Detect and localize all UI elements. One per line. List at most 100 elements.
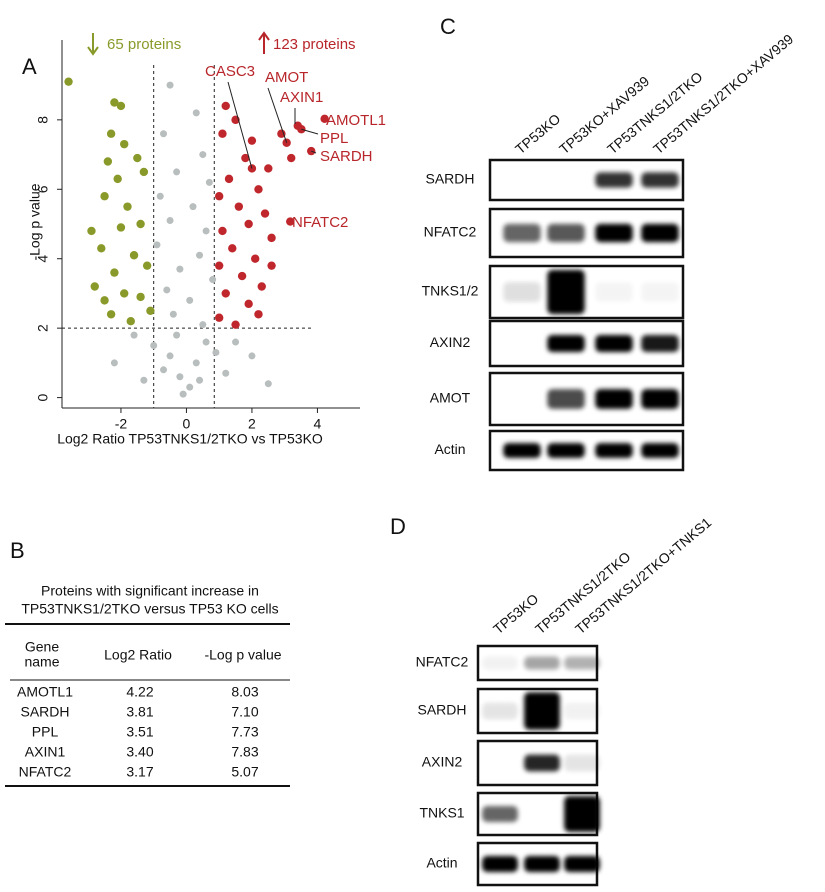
point (264, 380, 272, 388)
point (260, 209, 270, 218)
lane-label: TP53KO (490, 590, 541, 637)
point (97, 244, 106, 253)
point (267, 261, 276, 270)
band (564, 856, 600, 872)
point-label: AXIN1 (280, 89, 323, 106)
point (196, 251, 204, 259)
point (136, 219, 145, 229)
band (547, 334, 585, 353)
point-label: PPL (320, 130, 348, 147)
point (205, 178, 213, 186)
point (142, 261, 152, 270)
point (140, 376, 148, 384)
table-cell: 3.40 (126, 744, 153, 760)
point (212, 348, 220, 356)
band (595, 334, 633, 353)
panel-label: B (10, 538, 25, 563)
table-cell: 4.22 (126, 684, 153, 700)
y-axis-label: -Log p value (27, 183, 43, 260)
row-label: AXIN2 (430, 334, 471, 350)
leader-line (311, 150, 317, 154)
point (113, 174, 122, 184)
x-tick-label: 4 (314, 416, 322, 432)
point (166, 217, 174, 225)
point (247, 136, 257, 145)
table-title: Proteins with significant increase in (41, 583, 259, 599)
point-label: NFATC2 (292, 214, 348, 231)
band (547, 389, 585, 409)
row-label: Actin (434, 441, 465, 457)
point (106, 129, 116, 138)
band (482, 702, 518, 720)
point (234, 202, 244, 211)
point (221, 289, 230, 298)
band (564, 796, 600, 832)
row-label: SARDH (417, 702, 466, 718)
band (564, 754, 600, 772)
point (87, 226, 96, 236)
point (244, 299, 253, 309)
point (100, 192, 109, 201)
table-cell: 7.83 (231, 744, 258, 760)
band (503, 282, 541, 302)
point (192, 109, 200, 117)
band (482, 656, 518, 670)
point (264, 164, 273, 173)
point (120, 139, 129, 149)
point (257, 282, 266, 291)
point-label: CASC3 (205, 63, 255, 80)
point (139, 167, 149, 177)
point (179, 390, 187, 398)
y-tick-label: 0 (35, 393, 51, 401)
labeled-point (320, 114, 329, 124)
band (524, 692, 560, 730)
point (100, 296, 109, 305)
row-label: NFATC2 (424, 224, 477, 240)
point (166, 352, 174, 360)
point (173, 168, 181, 176)
row-label: AMOT (430, 390, 471, 406)
panel-label: C (440, 14, 456, 39)
labeled-point (286, 217, 295, 226)
point (214, 261, 224, 270)
point (186, 383, 194, 391)
y-tick-label: 4 (35, 255, 51, 263)
table-title: TP53TNKS1/2TKO versus TP53 KO cells (21, 601, 278, 617)
point-label: AMOTL1 (326, 112, 386, 129)
point (90, 282, 99, 291)
table-cell: NFATC2 (19, 764, 72, 780)
point (199, 151, 207, 159)
table-cell: SARDH (20, 704, 69, 720)
row-label: NFATC2 (416, 654, 469, 670)
table-cell: 7.73 (231, 724, 258, 740)
row-label: SARDH (425, 171, 474, 187)
band (547, 443, 585, 458)
point (176, 373, 184, 381)
leader-line (301, 128, 319, 135)
point (222, 369, 230, 377)
up-arrow (258, 31, 270, 54)
band (503, 223, 541, 243)
point (64, 77, 73, 86)
band (524, 754, 560, 772)
point (251, 254, 260, 263)
table-cell: AXIN1 (25, 744, 66, 760)
point (224, 174, 234, 184)
y-tick-label: 6 (35, 185, 51, 193)
point (160, 130, 168, 138)
band (547, 223, 585, 243)
point (136, 292, 145, 302)
panel-label: D (390, 514, 406, 539)
table-header: Log2 Ratio (104, 647, 172, 663)
point (103, 157, 113, 166)
panel-label: A (22, 54, 37, 79)
x-axis-label: Log2 Ratio TP53TNKS1/2TKO vs TP53KO (57, 431, 323, 447)
table-cell: PPL (32, 724, 59, 740)
band (595, 282, 633, 302)
band (482, 856, 518, 872)
table-cell: 5.07 (231, 764, 258, 780)
point (186, 296, 194, 304)
table-cell: AMOTL1 (17, 684, 73, 700)
x-tick-label: 0 (183, 416, 191, 432)
